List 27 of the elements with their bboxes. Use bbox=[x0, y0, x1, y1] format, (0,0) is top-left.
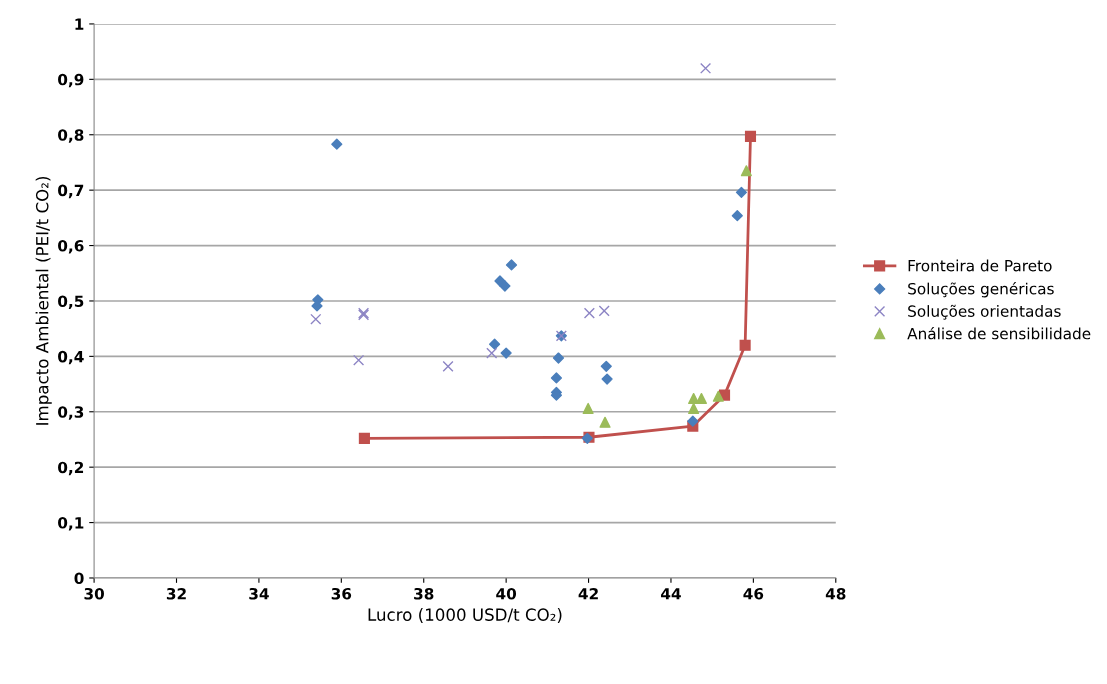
y-tick-label: 0,4 bbox=[58, 350, 84, 365]
y-tick-label: 0,3 bbox=[58, 406, 84, 420]
y-tick-label: 0 bbox=[74, 572, 84, 584]
x-tick-label: 46 bbox=[743, 587, 764, 600]
y-tick-label: 0,9 bbox=[58, 73, 84, 88]
x-tick-label: 44 bbox=[661, 588, 681, 600]
y-tick-label: 0,8 bbox=[58, 129, 84, 143]
y-tick-label: 0,2 bbox=[58, 461, 84, 476]
x-axis-title: Lucro (1000 USD/t CO₂) bbox=[368, 608, 562, 623]
x-tick-label: 30 bbox=[84, 587, 104, 600]
x-tick-label: 42 bbox=[578, 587, 598, 600]
x-tick-label: 48 bbox=[825, 587, 846, 600]
legend-label: Fronteira de Pareto bbox=[908, 259, 1052, 272]
y-tick-label: 0,1 bbox=[58, 517, 84, 531]
x-tick-label: 38 bbox=[414, 587, 434, 600]
x-tick-label: 32 bbox=[166, 587, 186, 600]
y-tick-label: 0,5 bbox=[58, 295, 84, 309]
legend-label: Soluções genéricas bbox=[908, 282, 1054, 298]
legend-label: Soluções orientadas bbox=[908, 304, 1061, 320]
y-axis-title: Impacto Ambiental (PEI/t CO₂) bbox=[35, 176, 52, 425]
y-tick-label: 0,7 bbox=[58, 184, 84, 199]
y-tick-label: 0,6 bbox=[58, 240, 84, 254]
x-tick-label: 34 bbox=[249, 587, 269, 600]
y-tick-label: 1 bbox=[75, 18, 84, 30]
x-tick-label: 40 bbox=[496, 587, 517, 600]
x-tick-label: 36 bbox=[331, 587, 352, 600]
legend-label: Análise de sensibilidade bbox=[907, 326, 1091, 340]
